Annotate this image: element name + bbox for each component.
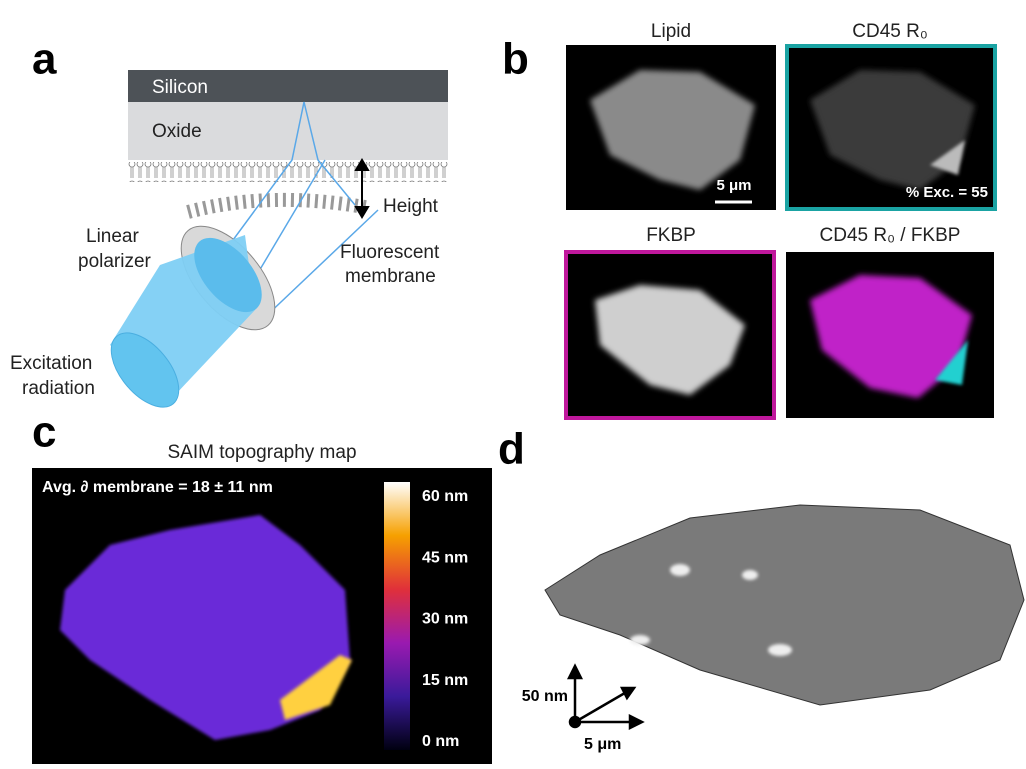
silicon-label: Silicon <box>152 77 208 98</box>
map-annotation: Avg. ∂ membrane = 18 ± 11 nm <box>42 479 273 496</box>
panel-label: a <box>32 35 57 84</box>
oxide-label: Oxide <box>152 121 202 142</box>
colorbar-label: 30 nm <box>422 611 468 628</box>
excitation-label: radiation <box>22 378 95 399</box>
polarizer-label: Linear <box>86 226 139 247</box>
figure: a Silicon Oxide Height Linear polarizer … <box>0 0 1026 764</box>
image-title: CD45 R₀ / FKBP <box>820 225 961 246</box>
surface-render <box>545 505 1024 705</box>
panel-d: d 50 nm 5 μm <box>498 425 1024 754</box>
image-title: Lipid <box>651 21 691 42</box>
colorbar-label: 15 nm <box>422 672 468 689</box>
fluorescent-membrane <box>188 200 370 212</box>
panel-label: d <box>498 425 525 474</box>
panel-label: b <box>502 35 529 84</box>
image-title: CD45 R₀ <box>852 21 927 42</box>
membrane-label: membrane <box>345 266 436 287</box>
image-title: FKBP <box>646 225 696 246</box>
colorbar-label: 45 nm <box>422 549 468 566</box>
scale-axes <box>569 666 642 728</box>
colorbar-label: 60 nm <box>422 488 468 505</box>
polarizer-label: polarizer <box>78 251 152 272</box>
panel-c: c SAIM topography map Avg. ∂ membrane = … <box>32 408 492 764</box>
scale-bar-label: 5 μm <box>716 177 751 194</box>
height-label: Height <box>383 196 439 217</box>
xy-scale-label: 5 μm <box>584 736 621 753</box>
map-title: SAIM topography map <box>167 442 356 463</box>
panel-a: a Silicon Oxide Height Linear polarizer … <box>10 35 448 420</box>
height-arrow <box>356 160 368 217</box>
colorbar-label: 0 nm <box>422 733 459 750</box>
colorbar <box>384 482 410 750</box>
exclusion-label: % Exc. = 55 <box>906 184 988 201</box>
panel-b: b Lipid CD45 R₀ FKBP CD45 R₀ / FKBP 5 μm… <box>502 21 995 418</box>
z-scale-label: 50 nm <box>522 688 568 705</box>
membrane-label: Fluorescent <box>340 242 440 263</box>
panel-label: c <box>32 408 56 457</box>
excitation-label: Excitation <box>10 353 92 374</box>
